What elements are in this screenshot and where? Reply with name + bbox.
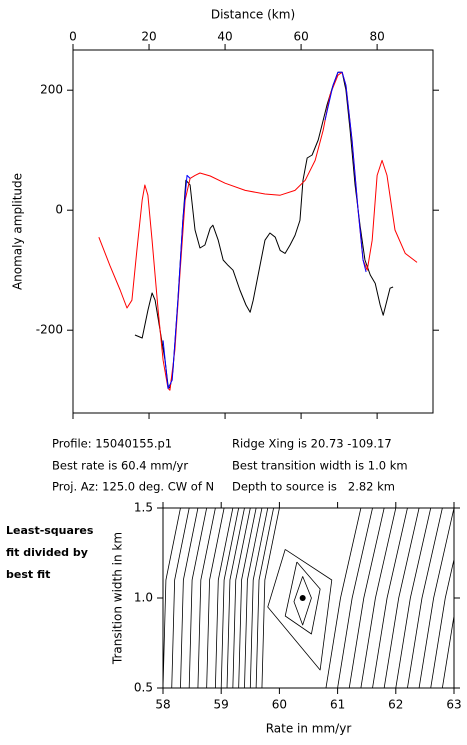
contour-line (430, 557, 454, 688)
x-tick-label: 60 (272, 698, 287, 712)
info-text: Depth to source is 2.82 km (232, 480, 395, 494)
contour-line (418, 508, 454, 688)
contour-line (180, 508, 199, 688)
contour-line (383, 508, 420, 688)
chart: 58 59 60 61 62 63 0.5 1.0 1.5 Rate in mm/yr Transi… (111, 501, 462, 736)
chart: 0 20 40 60 80 -200 0 200 Distance (km) Anomaly am… (11, 8, 439, 419)
y-tick-label: -200 (36, 323, 63, 337)
y-tick-label: 0.5 (134, 681, 153, 695)
best-fit-point (299, 595, 306, 601)
info-block: Profile: 15040155.p1 Best rate is 60.4 m… (52, 437, 408, 494)
y-axis-label: Transition width in km (111, 532, 125, 665)
caption-line: Least-squares (6, 524, 94, 537)
contour-line (441, 613, 454, 688)
contour-line (372, 508, 408, 688)
contour-line (244, 508, 263, 688)
info-text: Best rate is 60.4 mm/yr (52, 459, 188, 473)
contour-line (267, 549, 333, 671)
x-tick-label: 60 (293, 30, 308, 44)
contour-line (232, 508, 251, 688)
contour-line (255, 508, 274, 688)
y-tick-label: 0 (55, 203, 63, 217)
data-line (98, 71, 418, 391)
contour-line (188, 508, 208, 688)
x-tick-label: 20 (141, 30, 156, 44)
plot-area (163, 508, 454, 688)
contour-line (395, 508, 432, 688)
info-text: Proj. Az: 125.0 deg. CW of N (52, 480, 214, 494)
contour-line (293, 576, 312, 626)
caption-line: fit divided by (6, 546, 88, 559)
y-tick-label: 1.5 (134, 501, 153, 515)
contour-line (360, 508, 397, 688)
info-text: Profile: 15040155.p1 (52, 437, 172, 451)
contour-line (407, 508, 443, 688)
info-text: Best transition width is 1.0 km (232, 459, 408, 473)
y-tick-label: 1.0 (134, 591, 153, 605)
contour-line (261, 508, 280, 688)
caption: Least-squares fit divided by best fit (6, 524, 94, 581)
info-text: Ridge Xing is 20.73 -109.17 (232, 437, 392, 451)
contour-line (249, 508, 269, 688)
data-line (134, 71, 394, 389)
contour-line (337, 508, 373, 688)
x-axis-label: Rate in mm/yr (266, 722, 352, 736)
contour-line (197, 508, 216, 688)
y-axis-label: Anomaly amplitude (11, 173, 25, 290)
caption-line: best fit (6, 568, 50, 581)
contour-line (348, 508, 385, 688)
x-axis-label: Distance (km) (211, 8, 295, 22)
plot-frame (72, 49, 434, 414)
contour-line (325, 508, 362, 688)
x-tick-label: 61 (330, 698, 345, 712)
contour-line (284, 561, 321, 635)
x-tick-label: 80 (369, 30, 384, 44)
data-line (162, 71, 367, 389)
x-tick-label: 40 (217, 30, 232, 44)
y-tick-label: 200 (40, 83, 63, 97)
x-tick-label: 63 (446, 698, 461, 712)
x-tick-label: 62 (388, 698, 403, 712)
contour-line (214, 508, 234, 688)
x-tick-label: 58 (155, 698, 170, 712)
contour-line (238, 508, 257, 688)
contour-line (226, 508, 245, 688)
contour-line (206, 508, 225, 688)
x-tick-label: 0 (69, 30, 77, 44)
contour-line (220, 508, 240, 688)
plot-area (98, 71, 418, 391)
contour-line (163, 508, 181, 688)
contour-line (171, 508, 190, 688)
x-tick-label: 59 (214, 698, 229, 712)
